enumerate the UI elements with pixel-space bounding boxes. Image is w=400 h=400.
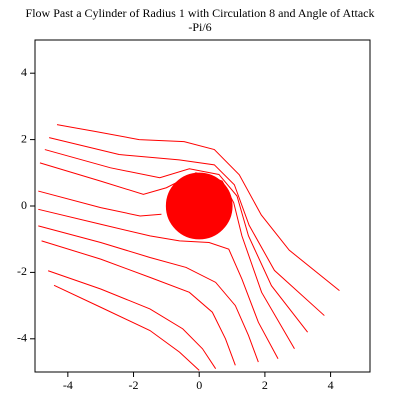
y-tick-label: 0 [21, 198, 27, 212]
y-tick-label: 2 [21, 131, 27, 145]
streamline [38, 225, 259, 363]
streamline [41, 240, 236, 366]
streamline [49, 137, 325, 316]
streamline [39, 162, 295, 350]
streamline [38, 190, 162, 217]
chart-title: -Pi/6 [188, 20, 211, 34]
x-tick-label: 0 [196, 378, 202, 392]
x-tick-label: -4 [63, 378, 73, 392]
y-tick-label: 4 [21, 65, 27, 79]
streamline [44, 149, 308, 333]
streamline [38, 208, 279, 359]
streamline [47, 270, 217, 369]
y-tick-label: -4 [17, 331, 27, 345]
streamline [53, 284, 200, 371]
x-tick-label: 2 [262, 378, 268, 392]
streamline [56, 124, 340, 292]
x-tick-label: -2 [129, 378, 139, 392]
x-tick-label: 4 [328, 378, 334, 392]
cylinder [165, 172, 233, 240]
chart-title: Flow Past a Cylinder of Radius 1 with Ci… [26, 6, 375, 20]
y-tick-label: -2 [17, 264, 27, 278]
